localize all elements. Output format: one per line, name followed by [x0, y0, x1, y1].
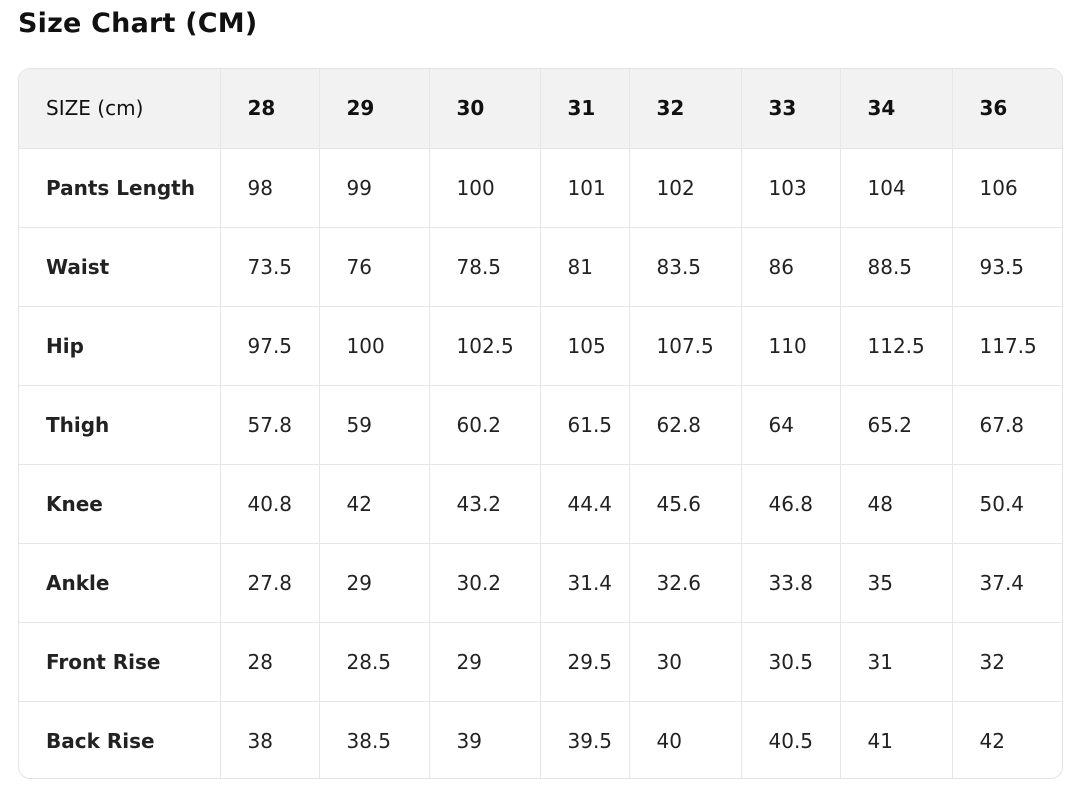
measurement-cell: 107.5 [629, 306, 742, 386]
measurement-cell: 32 [952, 622, 1062, 702]
measurement-cell: 65.2 [840, 385, 953, 465]
measurement-cell: 88.5 [840, 227, 953, 307]
header-size-label: SIZE (cm) [19, 69, 221, 149]
measurement-cell: 30 [629, 622, 742, 702]
measurement-cell: 44.4 [540, 464, 630, 544]
table-row: Pants Length 98 99 100 101 102 103 104 106 [19, 148, 1062, 228]
measurement-cell: 106 [952, 148, 1062, 228]
measurement-cell: 86 [741, 227, 841, 307]
measurement-cell: 48 [840, 464, 953, 544]
measurement-cell: 104 [840, 148, 953, 228]
measurement-cell: 78.5 [429, 227, 541, 307]
table-row: Back Rise 38 38.5 39 39.5 40 40.5 41 42 [19, 701, 1062, 778]
measurement-cell: 103 [741, 148, 841, 228]
measurement-cell: 112.5 [840, 306, 953, 386]
measurement-cell: 29 [429, 622, 541, 702]
measurement-cell: 40 [629, 701, 742, 778]
measurement-cell: 110 [741, 306, 841, 386]
measurement-cell: 81 [540, 227, 630, 307]
header-size-33: 33 [741, 69, 841, 149]
measurement-cell: 117.5 [952, 306, 1062, 386]
measurement-cell: 60.2 [429, 385, 541, 465]
header-size-32: 32 [629, 69, 742, 149]
measurement-cell: 98 [220, 148, 320, 228]
row-label: Thigh [19, 385, 221, 465]
measurement-cell: 45.6 [629, 464, 742, 544]
measurement-cell: 38 [220, 701, 320, 778]
measurement-cell: 64 [741, 385, 841, 465]
measurement-cell: 93.5 [952, 227, 1062, 307]
page-title: Size Chart (CM) [18, 8, 258, 39]
measurement-cell: 73.5 [220, 227, 320, 307]
measurement-cell: 33.8 [741, 543, 841, 623]
measurement-cell: 37.4 [952, 543, 1062, 623]
measurement-cell: 100 [429, 148, 541, 228]
row-label: Ankle [19, 543, 221, 623]
row-label: Knee [19, 464, 221, 544]
measurement-cell: 40.8 [220, 464, 320, 544]
table-row: Ankle 27.8 29 30.2 31.4 32.6 33.8 35 37.4 [19, 543, 1062, 623]
row-label: Pants Length [19, 148, 221, 228]
table-row: Waist 73.5 76 78.5 81 83.5 86 88.5 93.5 [19, 227, 1062, 307]
size-chart-table-container: SIZE (cm) 28 29 30 31 32 33 34 36 Pants Length 98… [18, 68, 1063, 779]
measurement-cell: 27.8 [220, 543, 320, 623]
measurement-cell: 41 [840, 701, 953, 778]
measurement-cell: 39 [429, 701, 541, 778]
measurement-cell: 29 [319, 543, 430, 623]
measurement-cell: 57.8 [220, 385, 320, 465]
measurement-cell: 31.4 [540, 543, 630, 623]
row-label: Back Rise [19, 701, 221, 778]
table-row: Knee 40.8 42 43.2 44.4 45.6 46.8 48 50.4 [19, 464, 1062, 544]
measurement-cell: 46.8 [741, 464, 841, 544]
measurement-cell: 102 [629, 148, 742, 228]
measurement-cell: 30.5 [741, 622, 841, 702]
measurement-cell: 39.5 [540, 701, 630, 778]
measurement-cell: 50.4 [952, 464, 1062, 544]
measurement-cell: 40.5 [741, 701, 841, 778]
table-row: Thigh 57.8 59 60.2 61.5 62.8 64 65.2 67.8 [19, 385, 1062, 465]
measurement-cell: 102.5 [429, 306, 541, 386]
measurement-cell: 42 [979, 728, 1005, 753]
row-label: Front Rise [19, 622, 221, 702]
measurement-cell: 28.5 [319, 622, 430, 702]
measurement-cell: 67.8 [952, 385, 1062, 465]
measurement-cell: 101 [540, 148, 630, 228]
measurement-cell: 32.6 [629, 543, 742, 623]
measurement-cell: 42 [319, 464, 430, 544]
measurement-cell: 62.8 [629, 385, 742, 465]
header-size-31: 31 [540, 69, 630, 149]
measurement-cell: 59 [319, 385, 430, 465]
size-chart-table: SIZE (cm) 28 29 30 31 32 33 34 36 Pants Length 98… [19, 69, 1062, 778]
row-label: Waist [19, 227, 221, 307]
measurement-cell: 35 [840, 543, 953, 623]
measurement-cell: 28 [220, 622, 320, 702]
measurement-cell: 30.2 [429, 543, 541, 623]
header-size-30: 30 [429, 69, 541, 149]
measurement-cell: 38.5 [319, 701, 430, 778]
measurement-cell: 29.5 [540, 622, 630, 702]
header-size-28: 28 [220, 69, 320, 149]
table-row: Hip 97.5 100 102.5 105 107.5 110 112.5 117.5 [19, 306, 1062, 386]
header-size-34: 34 [840, 69, 953, 149]
measurement-cell: 76 [319, 227, 430, 307]
measurement-cell: 31 [840, 622, 953, 702]
header-size-36: 36 [952, 69, 1062, 149]
measurement-cell: 97.5 [220, 306, 320, 386]
row-label: Hip [19, 306, 221, 386]
header-size-29: 29 [319, 69, 430, 149]
measurement-cell: 43.2 [429, 464, 541, 544]
header-row: SIZE (cm) 28 29 30 31 32 33 34 36 [19, 69, 1062, 149]
measurement-cell: 105 [540, 306, 630, 386]
measurement-cell: 99 [319, 148, 430, 228]
table-row: Front Rise 28 28.5 29 29.5 30 30.5 31 32 [19, 622, 1062, 702]
measurement-cell: 83.5 [629, 227, 742, 307]
measurement-cell: 100 [319, 306, 430, 386]
measurement-cell: 61.5 [540, 385, 630, 465]
